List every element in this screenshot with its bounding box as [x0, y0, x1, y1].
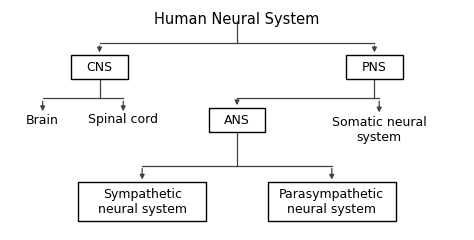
Text: Human Neural System: Human Neural System: [155, 12, 319, 27]
FancyBboxPatch shape: [78, 182, 206, 221]
Text: ANS: ANS: [224, 114, 250, 126]
Text: Parasympathetic
neural system: Parasympathetic neural system: [279, 188, 384, 216]
FancyBboxPatch shape: [71, 55, 128, 79]
Text: PNS: PNS: [362, 61, 387, 74]
Text: Brain: Brain: [26, 114, 59, 126]
Text: CNS: CNS: [86, 61, 113, 74]
FancyBboxPatch shape: [268, 182, 396, 221]
FancyBboxPatch shape: [209, 108, 265, 132]
FancyBboxPatch shape: [346, 55, 403, 79]
Text: Somatic neural
system: Somatic neural system: [332, 116, 427, 144]
Text: Spinal cord: Spinal cord: [88, 114, 158, 126]
Text: Sympathetic
neural system: Sympathetic neural system: [98, 188, 187, 216]
